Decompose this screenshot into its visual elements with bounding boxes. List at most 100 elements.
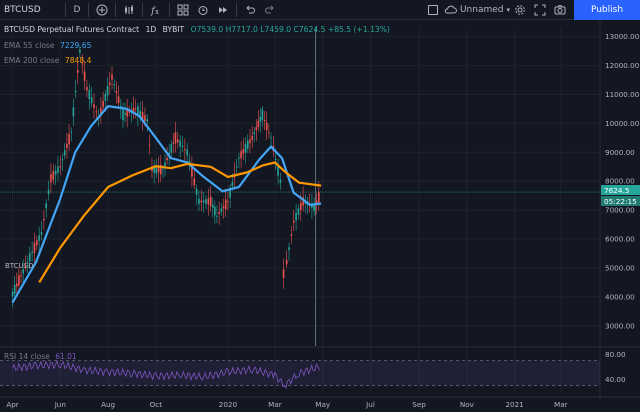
price-chart[interactable]: 3000.00 4000.00 5000.00 6000.00 7000.00 8000.… — [0, 20, 640, 412]
candle-body — [74, 90, 77, 93]
candle-body — [159, 164, 162, 175]
redo-button[interactable] — [260, 0, 280, 20]
candle-body — [227, 200, 229, 202]
price-scale-label: 5000.00 — [605, 263, 635, 272]
candle-body — [24, 265, 27, 268]
candle-body — [282, 269, 285, 279]
candle-body — [285, 260, 288, 265]
candle-body — [106, 85, 109, 96]
candle-body — [186, 149, 189, 156]
templates-button[interactable] — [173, 0, 193, 20]
price-scale-label: 10000.00 — [605, 119, 640, 128]
ema200-legend[interactable]: EMA 200 close 7848.4 — [4, 56, 91, 65]
candle-body — [108, 82, 111, 86]
plus-circle-icon — [96, 4, 108, 15]
candle-body — [104, 94, 107, 101]
last-price-tag: 7624.5 — [601, 185, 640, 195]
candle-body — [81, 63, 84, 65]
fullscreen-icon — [534, 4, 546, 15]
candle-body — [162, 169, 164, 171]
candle-body — [40, 232, 43, 235]
replay-button[interactable] — [213, 0, 233, 20]
countdown-value: 05:22:15 — [604, 196, 637, 206]
toolbar-divider — [142, 2, 143, 17]
time-scale-label: Apr — [6, 400, 18, 409]
toolbar-divider — [115, 2, 116, 17]
candle-body — [214, 206, 216, 216]
legend-close: C7624.5 — [293, 25, 326, 34]
candle-body — [50, 174, 52, 183]
legend-change: +85.5 (+1.13%) — [327, 25, 390, 34]
settings-button[interactable] — [510, 0, 530, 20]
candle-body — [261, 109, 264, 120]
price-scale-label: 13000.00 — [605, 32, 640, 41]
candle-body — [155, 165, 158, 174]
candle-body — [222, 206, 225, 209]
time-scale-label: Aug — [101, 400, 115, 409]
candle-body — [113, 84, 116, 86]
ema55-legend[interactable]: EMA 55 close 7229.65 — [4, 41, 91, 50]
interval-button[interactable]: D — [69, 0, 85, 20]
rsi-scale-label: 40.00 — [605, 375, 626, 384]
bar-style-button[interactable] — [119, 0, 139, 20]
candle-body — [242, 149, 245, 154]
cloud-icon — [444, 5, 457, 14]
alert-button[interactable] — [193, 0, 213, 20]
candle-body — [290, 234, 293, 236]
candle-body — [317, 191, 320, 203]
fullscreen-button[interactable] — [530, 0, 550, 20]
time-scale-label: 2020 — [219, 400, 238, 409]
candle-body — [124, 113, 126, 115]
svg-text:f: f — [150, 6, 157, 16]
ema55-value: 7229.65 — [60, 41, 92, 50]
candle-body — [115, 91, 118, 94]
candle-body — [302, 197, 304, 206]
candle-body — [209, 196, 212, 207]
compare-button[interactable] — [92, 0, 112, 20]
symbol-search[interactable]: BTCUSD — [0, 0, 62, 20]
candle-body — [279, 179, 282, 183]
legend-high: H7717.0 — [225, 25, 258, 34]
layout-button[interactable] — [422, 0, 444, 20]
ema200-value: 7848.4 — [64, 56, 92, 65]
candle-body — [83, 71, 86, 81]
toolbar-divider — [88, 2, 89, 17]
svg-text:x: x — [155, 8, 159, 16]
candle-body — [164, 162, 166, 167]
rsi-value: 61.01 — [55, 352, 77, 361]
time-scale-label: Mar — [554, 400, 568, 409]
grid-icon — [177, 4, 189, 15]
candle-body — [141, 112, 144, 120]
candle-body — [311, 204, 313, 208]
candle-body — [66, 143, 68, 148]
undo-icon — [246, 5, 255, 13]
candle-body — [172, 142, 175, 144]
candle-body — [132, 107, 135, 113]
price-scale-label: 9000.00 — [605, 148, 635, 157]
candle-body — [28, 253, 31, 262]
ema200-line — [38, 161, 322, 283]
symbol-watermark: BTCUSD — [5, 262, 34, 270]
time-scale-label: 2021 — [505, 400, 523, 409]
candle-body — [139, 110, 142, 117]
bar-countdown-tag: 05:22:15 — [601, 196, 640, 206]
price-scale-label: 8000.00 — [605, 177, 635, 186]
rsi-legend[interactable]: RSI 14 close 61.01 — [4, 352, 77, 361]
publish-button[interactable]: Publish — [574, 0, 640, 20]
candle-body — [54, 170, 57, 175]
candle-body — [102, 100, 104, 108]
candle-body — [315, 200, 318, 204]
legend-title: BTCUSD Perpetual Futures Contract — [4, 25, 140, 34]
candle-body — [218, 212, 220, 215]
time-scale-label: Jun — [54, 400, 66, 409]
legend-open: O7539.0 — [190, 25, 224, 34]
layout-name-button[interactable]: Unnamed ▾ — [444, 0, 510, 20]
candle-body — [61, 159, 64, 161]
alarm-icon — [198, 5, 208, 15]
undo-button[interactable] — [240, 0, 260, 20]
rsi-scale-label: 80.00 — [605, 350, 626, 359]
candle-body — [15, 283, 18, 287]
candle-body — [86, 86, 88, 91]
snapshot-button[interactable] — [550, 0, 570, 20]
